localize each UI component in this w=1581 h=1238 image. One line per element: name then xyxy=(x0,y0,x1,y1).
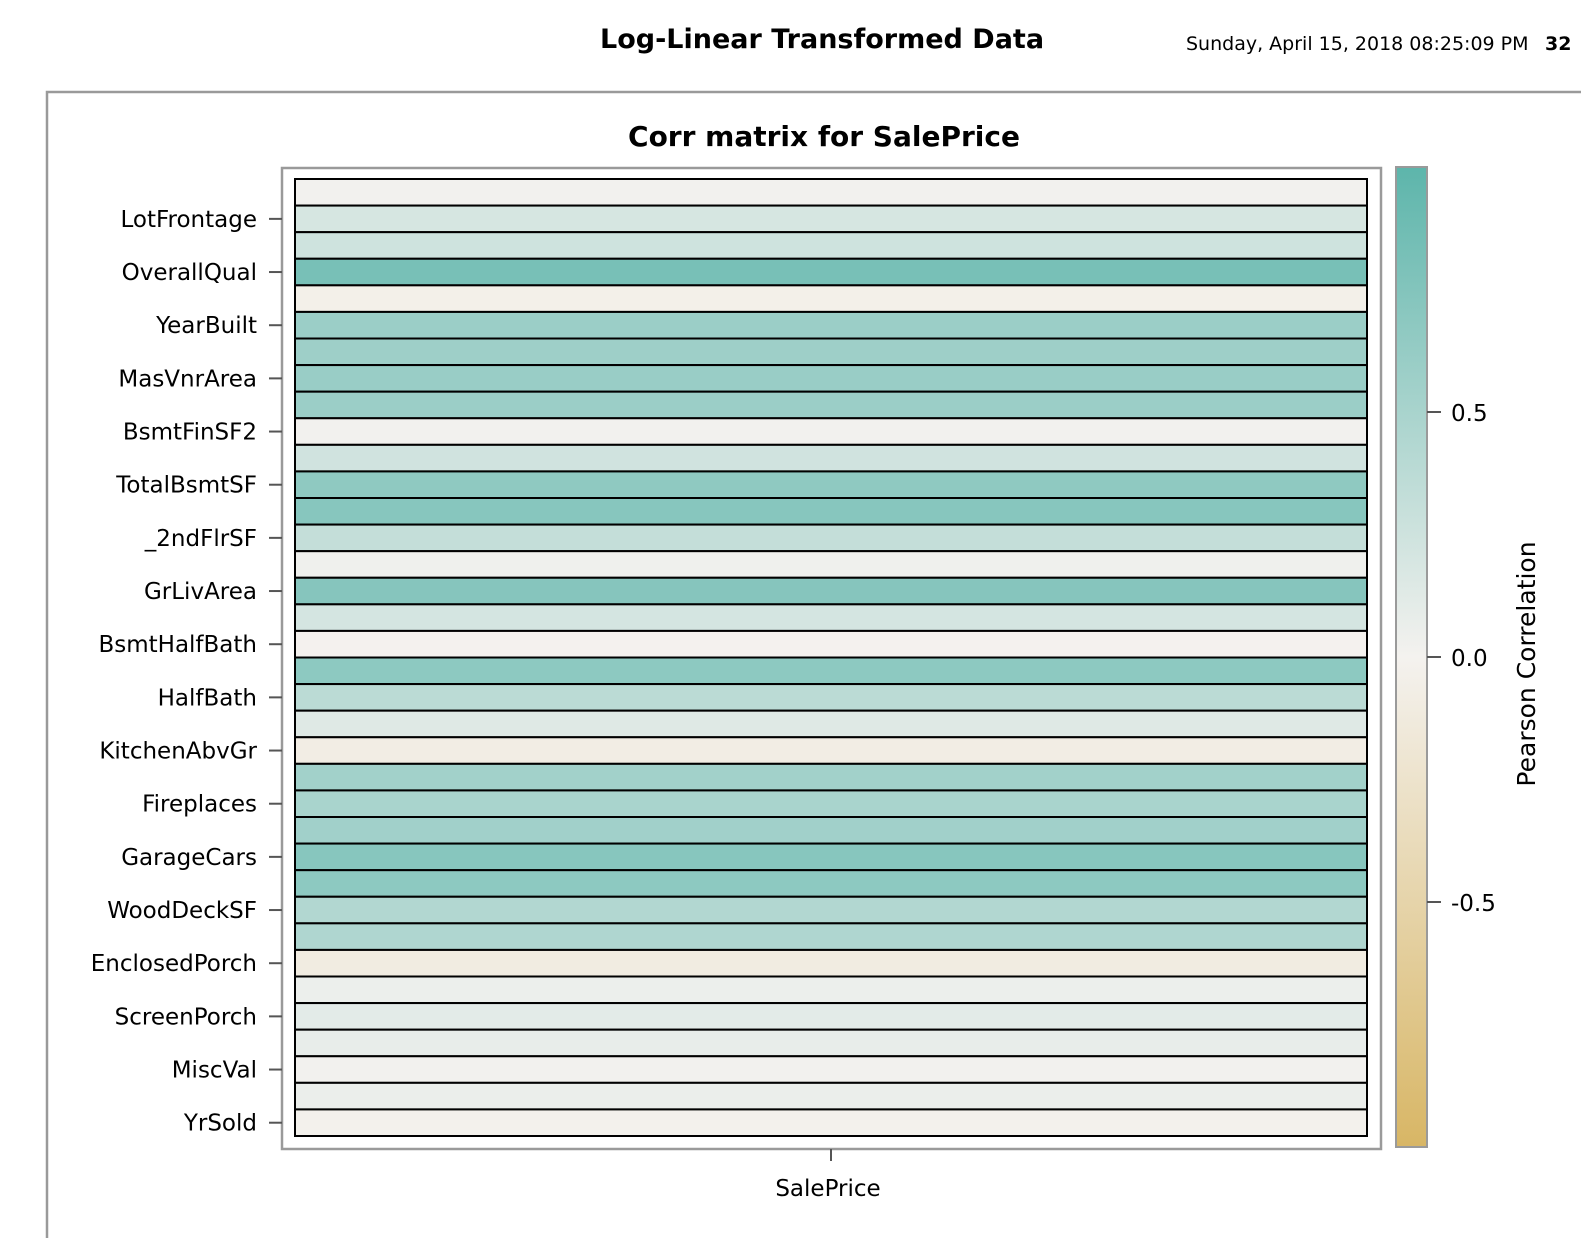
heatmap-cell xyxy=(294,310,1368,340)
heatmap-cell xyxy=(294,736,1368,765)
heatmap-cell xyxy=(294,231,1368,260)
heatmap-cell xyxy=(294,709,1368,739)
heatmap-cell xyxy=(294,417,1368,446)
y-tick-label: GrLivArea xyxy=(144,579,257,605)
colorbar-tick-label: 0.0 xyxy=(1451,646,1488,672)
y-tick-label: GarageCars xyxy=(121,845,257,871)
y-tick-label: YrSold xyxy=(183,1111,257,1137)
y-tick-label: WoodDeckSF xyxy=(107,898,257,924)
heatmap-cell xyxy=(294,629,1368,659)
heatmap-cell xyxy=(294,204,1368,234)
page-number: 32 xyxy=(1545,33,1572,55)
x-tick-label: SalePrice xyxy=(775,1176,880,1202)
y-tick-label: Fireplaces xyxy=(142,792,257,818)
heatmap-cell xyxy=(294,390,1368,420)
heatmap-cell xyxy=(294,922,1368,951)
heatmap-cell xyxy=(294,470,1368,500)
heatmap-cell xyxy=(294,284,1368,313)
heatmap-cell xyxy=(294,683,1368,712)
heatmap-cell xyxy=(294,603,1368,632)
y-tick-label: _2ndFlrSF xyxy=(144,526,257,552)
y-tick-label: LotFrontage xyxy=(120,207,257,233)
heatmap-cell xyxy=(294,656,1368,686)
y-tick-label: ScreenPorch xyxy=(115,1004,257,1030)
heatmap-cell xyxy=(294,816,1368,845)
heatmap-cell xyxy=(294,178,1368,207)
y-tick-label: EnclosedPorch xyxy=(91,951,257,977)
y-tick-label: HalfBath xyxy=(158,685,257,711)
heatmap-cell xyxy=(294,523,1368,553)
heatmap-cell xyxy=(294,337,1368,367)
y-tick-label: MasVnrArea xyxy=(118,366,257,392)
y-tick-label: KitchenAbvGr xyxy=(99,739,257,765)
heatmap-cell xyxy=(294,1055,1368,1084)
y-tick-label: BsmtHalfBath xyxy=(98,632,257,658)
y-tick-label: YearBuilt xyxy=(155,313,257,339)
colorbar xyxy=(1395,166,1428,1148)
heatmap-cell xyxy=(294,762,1368,792)
heatmap-cell xyxy=(294,1028,1368,1058)
heatmap-cell xyxy=(294,497,1368,526)
heatmap-cells xyxy=(294,178,1368,1138)
heatmap-cell xyxy=(294,842,1368,872)
heatmap-cell xyxy=(294,869,1368,898)
heatmap-cell xyxy=(294,1002,1368,1031)
heatmap-cell xyxy=(294,975,1368,1005)
heatmap-cell xyxy=(294,257,1368,287)
heatmap-cell xyxy=(294,1108,1368,1138)
chart-title: Corr matrix for SalePrice xyxy=(628,120,1020,153)
colorbar-label: Pearson Correlation xyxy=(1512,541,1541,786)
y-axis: LotFrontage OverallQual YearBuilt MasVnrAre… xyxy=(91,207,282,1137)
page-datetime: Sunday, April 15, 2018 08:25:09 PM xyxy=(1186,33,1529,55)
y-tick-label: BsmtFinSF2 xyxy=(123,420,257,446)
colorbar-tick-label: -0.5 xyxy=(1451,891,1496,917)
heatmap-cell xyxy=(294,789,1368,818)
page-title: Log-Linear Transformed Data xyxy=(600,24,1045,55)
heatmap-cell xyxy=(294,1081,1368,1111)
y-tick-label: MiscVal xyxy=(172,1058,257,1084)
heatmap-cell xyxy=(294,948,1368,978)
colorbar-axis: 0.5 0.0 -0.5 xyxy=(1427,401,1496,917)
heatmap-cell xyxy=(294,443,1368,473)
heatmap-cell xyxy=(294,364,1368,393)
y-tick-label: TotalBsmtSF xyxy=(115,473,257,499)
heatmap-cell xyxy=(294,895,1368,925)
heatmap-cell xyxy=(294,550,1368,579)
heatmap-cell xyxy=(294,576,1368,606)
y-tick-label: OverallQual xyxy=(122,260,257,286)
colorbar-tick-label: 0.5 xyxy=(1451,401,1488,427)
